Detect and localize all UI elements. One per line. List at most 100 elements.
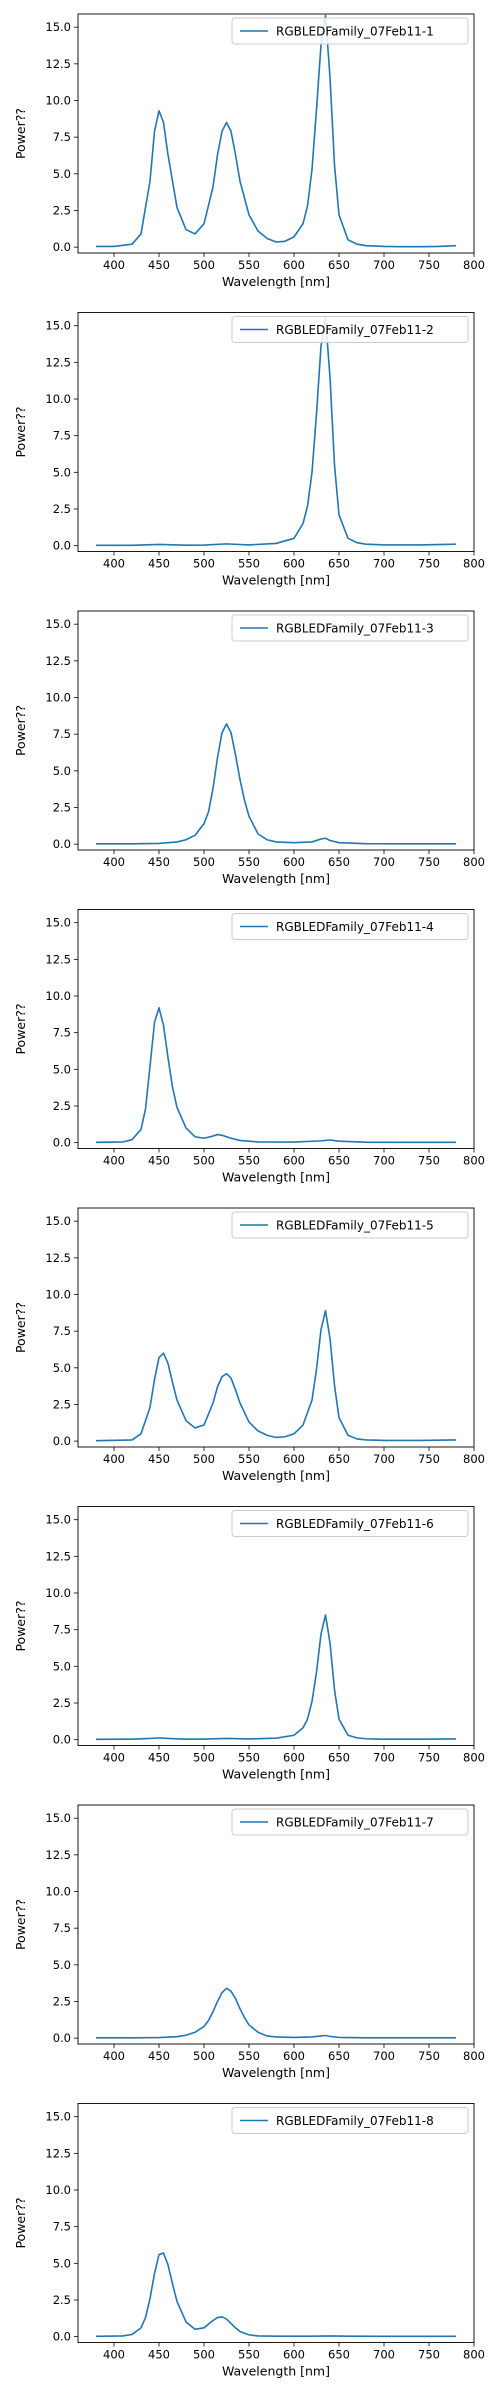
legend-box <box>231 1510 469 1537</box>
y-tick-label: 5.0 <box>53 1361 71 1375</box>
x-axis-label: Wavelength [nm] <box>222 1468 330 1483</box>
x-tick-label: 650 <box>328 855 350 869</box>
x-tick-label: 650 <box>328 1452 350 1466</box>
legend-box <box>231 2107 469 2134</box>
x-tick-label: 700 <box>373 855 395 869</box>
chart-panel-5: 400 450 500 550 600 650 700 750 800 0.0 2.5 5.0 7.5 1… <box>13 1207 485 1483</box>
y-tick-label: 12.5 <box>45 2146 71 2160</box>
x-tick-label: 800 <box>463 258 485 272</box>
y-tick-label: 7.5 <box>53 1623 71 1637</box>
x-tick-label: 600 <box>283 557 305 571</box>
legend-box <box>231 913 469 940</box>
x-tick-label: 450 <box>148 1154 170 1168</box>
x-tick-label: 450 <box>148 557 170 571</box>
y-axis-label: Power?? <box>13 406 28 457</box>
x-axis-label: Wavelength [nm] <box>222 871 330 886</box>
y-tick-label: 7.5 <box>53 1026 71 1040</box>
legend-label: RGBLEDFamily_07Feb11-6 <box>276 1517 434 1531</box>
y-tick-label: 0.0 <box>53 539 71 553</box>
y-tick-label: 2.5 <box>53 203 71 217</box>
plot-frame <box>77 610 475 851</box>
chart-panel-7: 400 450 500 550 600 650 700 750 800 0.0 2.5 5.0 7.5 1… <box>13 1804 485 2080</box>
x-tick-label: 500 <box>193 1452 215 1466</box>
chart-panel-1: 400 450 500 550 600 650 700 750 800 0.0 2.5 5.0 7.5 1… <box>13 13 485 289</box>
y-tick-label: 10.0 <box>45 2183 71 2197</box>
y-tick-label: 2.5 <box>53 502 71 516</box>
y-tick-label: 12.5 <box>45 355 71 369</box>
x-axis-label: Wavelength [nm] <box>222 2364 330 2379</box>
chart-panel-4: 400 450 500 550 600 650 700 750 800 0.0 2.5 5.0 7.5 1… <box>13 909 485 1185</box>
y-axis-label: Power?? <box>13 1899 28 1950</box>
x-tick-label: 800 <box>463 855 485 869</box>
x-tick-label: 800 <box>463 1154 485 1168</box>
x-tick-label: 700 <box>373 258 395 272</box>
x-tick-label: 550 <box>238 2348 260 2362</box>
plot-frame <box>77 909 475 1149</box>
x-tick-label: 700 <box>373 1154 395 1168</box>
y-tick-label: 10.0 <box>45 392 71 406</box>
x-tick-label: 450 <box>148 1452 170 1466</box>
x-tick-label: 450 <box>148 855 170 869</box>
x-tick-label: 600 <box>283 855 305 869</box>
y-tick-label: 2.5 <box>53 1099 71 1113</box>
x-tick-label: 500 <box>193 258 215 272</box>
y-tick-label: 15.0 <box>45 1811 71 1825</box>
x-tick-label: 650 <box>328 258 350 272</box>
plot-frame <box>77 1207 475 1448</box>
y-axis-label: Power?? <box>13 1003 28 1054</box>
x-axis-label: Wavelength [nm] <box>222 573 330 588</box>
x-tick-label: 400 <box>103 855 125 869</box>
y-tick-label: 10.0 <box>45 94 71 108</box>
x-tick-label: 650 <box>328 1154 350 1168</box>
y-tick-label: 12.5 <box>45 57 71 71</box>
x-axis-label: Wavelength [nm] <box>222 2065 330 2080</box>
y-tick-label: 12.5 <box>45 1848 71 1862</box>
x-tick-label: 800 <box>463 2049 485 2063</box>
x-tick-label: 400 <box>103 557 125 571</box>
y-tick-label: 0.0 <box>53 2031 71 2045</box>
y-tick-label: 0.0 <box>53 1136 71 1150</box>
x-tick-label: 600 <box>283 1452 305 1466</box>
x-tick-label: 650 <box>328 557 350 571</box>
y-tick-label: 7.5 <box>53 1324 71 1338</box>
legend-box <box>231 614 469 642</box>
y-tick-label: 7.5 <box>53 727 71 741</box>
x-tick-label: 750 <box>418 2348 440 2362</box>
y-axis-label: Power?? <box>13 2197 28 2248</box>
y-tick-label: 12.5 <box>45 654 71 668</box>
x-tick-label: 800 <box>463 1751 485 1765</box>
y-tick-label: 10.0 <box>45 1288 71 1302</box>
legend-label: RGBLEDFamily_07Feb11-1 <box>276 25 434 39</box>
x-axis-label: Wavelength [nm] <box>222 1170 330 1185</box>
x-tick-label: 500 <box>193 557 215 571</box>
x-tick-label: 800 <box>463 1452 485 1466</box>
y-tick-label: 15.0 <box>45 2110 71 2124</box>
y-tick-label: 10.0 <box>45 989 71 1003</box>
x-tick-label: 750 <box>418 258 440 272</box>
y-tick-label: 7.5 <box>53 130 71 144</box>
x-tick-label: 650 <box>328 2049 350 2063</box>
y-tick-label: 12.5 <box>45 952 71 966</box>
x-tick-label: 750 <box>418 2049 440 2063</box>
chart-panel-2: 400 450 500 550 600 650 700 750 800 0.0 2.5 5.0 7.5 1… <box>13 312 485 588</box>
y-axis-label: Power?? <box>13 1600 28 1651</box>
plot-frame <box>77 1506 475 1746</box>
x-tick-label: 600 <box>283 1751 305 1765</box>
x-tick-label: 400 <box>103 258 125 272</box>
legend-label: RGBLEDFamily_07Feb11-3 <box>276 622 434 636</box>
y-tick-label: 5.0 <box>53 465 71 479</box>
y-tick-label: 15.0 <box>45 1214 71 1228</box>
y-tick-label: 15.0 <box>45 916 71 930</box>
x-tick-label: 750 <box>418 557 440 571</box>
x-tick-label: 400 <box>103 1452 125 1466</box>
y-tick-label: 2.5 <box>53 800 71 814</box>
series-line-1 <box>96 14 457 248</box>
x-tick-label: 750 <box>418 855 440 869</box>
x-tick-label: 750 <box>418 1452 440 1466</box>
y-tick-label: 10.0 <box>45 1586 71 1600</box>
x-tick-label: 500 <box>193 855 215 869</box>
y-tick-label: 15.0 <box>45 617 71 631</box>
series-line-1 <box>96 317 457 547</box>
chart-panel-8: 400 450 500 550 600 650 700 750 800 0.0 2.5 5.0 7.5 1… <box>13 2103 485 2379</box>
series-line-1 <box>95 1614 457 1741</box>
